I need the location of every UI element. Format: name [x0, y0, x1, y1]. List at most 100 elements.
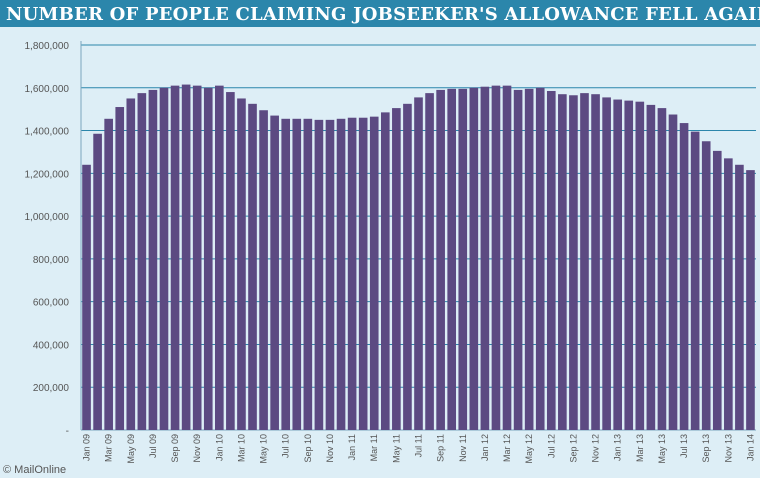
bar: [281, 118, 291, 431]
x-tick-label: Sep 09: [170, 434, 180, 463]
bar: [380, 112, 390, 430]
x-tick-label: Jan 11: [347, 434, 357, 460]
x-tick-label: Mar 11: [369, 434, 379, 461]
bar: [336, 118, 346, 431]
x-tick-label: Nov 12: [591, 434, 601, 463]
bar: [746, 170, 755, 430]
bar: [347, 117, 357, 430]
bar: [93, 133, 102, 430]
x-tick-label: Mar 10: [236, 434, 246, 462]
bar-chart: - 200,000 400,000 600,000 800,000 1,000,000 1,…: [25, 41, 756, 464]
bar: [203, 87, 213, 431]
x-tick-label: Sep 11: [436, 434, 446, 462]
bar: [558, 94, 567, 430]
bar: [237, 98, 246, 430]
bar: [668, 114, 678, 430]
bar: [159, 87, 169, 431]
bar: [270, 115, 279, 430]
bar: [248, 103, 257, 430]
x-tick-label: Nov 10: [325, 434, 335, 463]
bar: [613, 99, 622, 431]
x-tick-label: Jan 14: [745, 434, 755, 461]
x-tick-label: Mar 09: [104, 434, 114, 462]
x-tick-label: May 09: [126, 434, 136, 464]
bar: [491, 85, 501, 430]
x-tick-label: Jan 12: [480, 434, 490, 461]
y-tick-label: 800,000: [33, 255, 70, 266]
x-tick-label: May 13: [657, 434, 667, 464]
bar: [192, 85, 202, 430]
bar: [535, 87, 545, 431]
bar: [115, 107, 125, 431]
title-bar: NUMBER OF PEOPLE CLAIMING JOBSEEKER'S AL…: [0, 0, 760, 27]
bar: [403, 103, 412, 430]
x-tick-label: Jul 09: [148, 434, 158, 458]
bar: [226, 92, 235, 431]
y-tick-label: 200,000: [33, 383, 70, 394]
bar: [701, 141, 711, 430]
bar: [215, 85, 224, 430]
bar: [314, 119, 324, 430]
bar: [292, 118, 302, 431]
y-tick-label: 1,800,000: [25, 41, 70, 52]
bar: [303, 118, 313, 431]
bar: [425, 93, 434, 430]
bar: [724, 158, 733, 430]
mailonline-credit: © MailOnline: [3, 464, 67, 476]
x-tick-label: Jul 12: [546, 434, 556, 458]
bar: [126, 98, 136, 430]
x-tick-label: Sep 13: [701, 434, 711, 463]
x-tick-label: Jan 09: [82, 434, 92, 461]
bar: [635, 101, 645, 431]
bar: [712, 150, 722, 430]
x-tick-label: Mar 13: [635, 434, 645, 462]
x-tick-label: Jan 13: [613, 434, 623, 461]
bar: [569, 95, 578, 430]
bar: [591, 94, 600, 430]
y-tick-label: 1,200,000: [25, 169, 70, 180]
bar: [546, 90, 556, 430]
y-tick-label: 400,000: [33, 340, 70, 351]
x-tick-label: May 12: [524, 434, 534, 464]
bar: [458, 88, 468, 430]
x-tick-label: Jan 10: [214, 434, 224, 461]
bar: [436, 89, 445, 430]
bar: [602, 97, 611, 431]
chart-title: NUMBER OF PEOPLE CLAIMING JOBSEEKER'S AL…: [6, 4, 760, 25]
x-tick-label: Sep 12: [568, 434, 578, 463]
y-tick-label: 1,000,000: [25, 212, 70, 223]
bar: [646, 104, 656, 430]
x-tick-label: Jul 10: [281, 434, 291, 458]
bar: [414, 97, 423, 431]
bar: [369, 116, 379, 431]
bar: [148, 89, 158, 430]
x-tick-label: Nov 13: [723, 434, 733, 463]
bar: [170, 85, 180, 430]
bar: [657, 108, 667, 430]
x-tick-label: Mar 12: [502, 434, 512, 462]
bar: [137, 93, 147, 430]
bar: [524, 88, 534, 430]
bar: [82, 164, 91, 430]
x-tick-label: Nov 11: [458, 434, 468, 462]
x-tick-label: Jul 11: [414, 434, 424, 457]
bar: [480, 86, 490, 431]
y-tick-label: 1,400,000: [25, 127, 70, 138]
y-tick-label: -: [66, 426, 69, 437]
y-tick-label: 1,600,000: [25, 84, 70, 95]
bar: [624, 100, 634, 430]
bar: [469, 87, 479, 431]
bar: [580, 93, 589, 430]
x-tick-label: Nov 09: [192, 434, 202, 463]
bar: [358, 117, 368, 430]
y-tick-label: 600,000: [33, 298, 70, 309]
x-tick-label: Jul 13: [679, 434, 689, 458]
bar: [513, 89, 523, 430]
bar: [181, 84, 191, 430]
x-tick-label: May 10: [259, 434, 269, 464]
bar: [392, 108, 401, 430]
bar: [447, 88, 457, 430]
x-tick-label: Sep 10: [303, 434, 313, 463]
bar: [690, 131, 700, 430]
